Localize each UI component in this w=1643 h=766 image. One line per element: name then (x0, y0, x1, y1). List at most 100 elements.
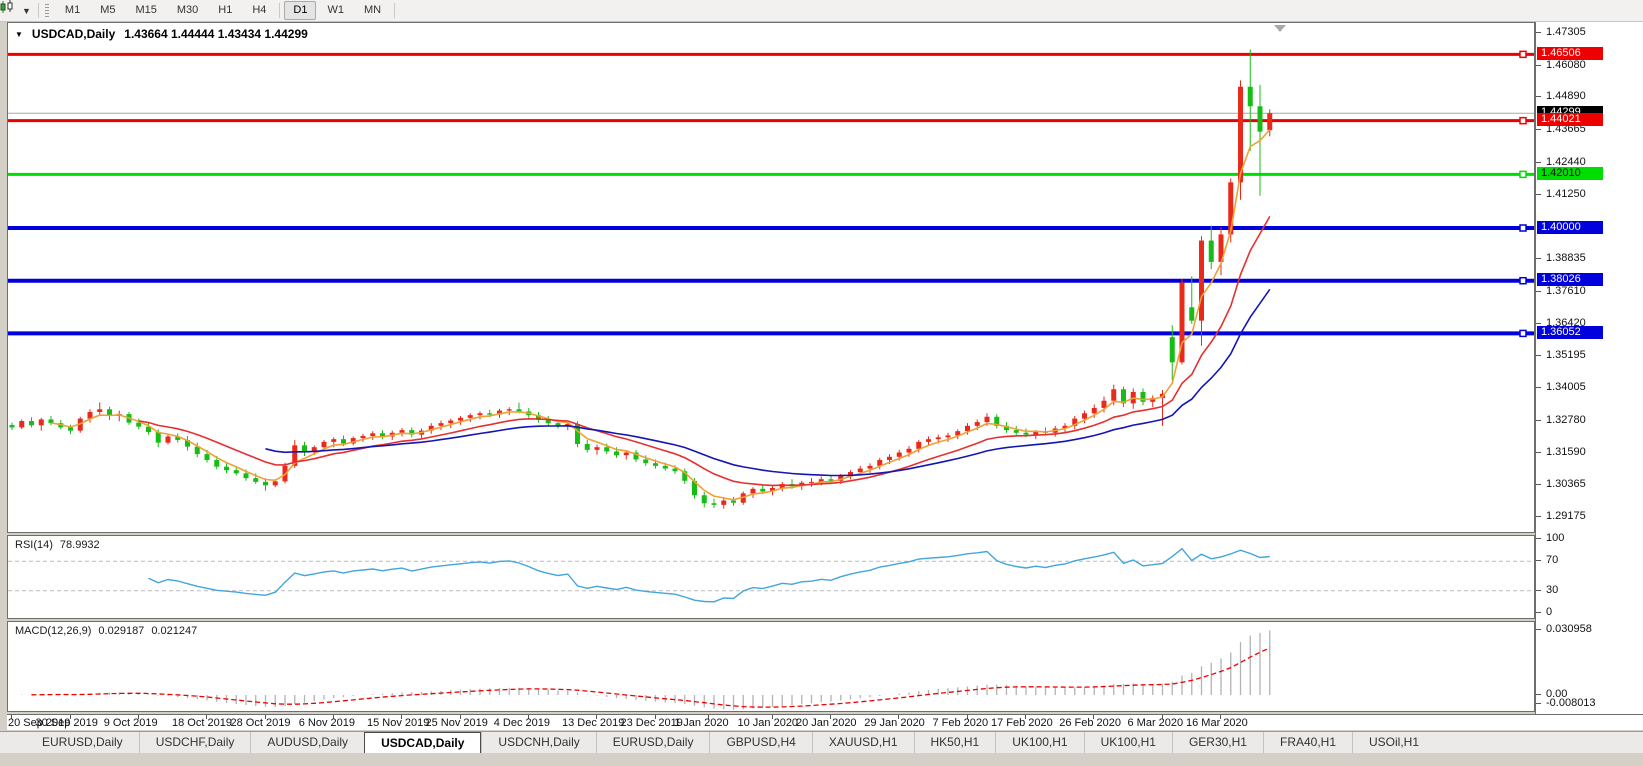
tab-AUDUSD-Daily[interactable]: AUDUSD,Daily (250, 732, 364, 753)
axis-tick (1536, 64, 1541, 66)
chart-shift-marker-icon[interactable] (1274, 25, 1286, 32)
price-level-badge[interactable]: 1.36052 (1537, 325, 1603, 339)
line-handle[interactable] (1519, 170, 1527, 179)
line-handle[interactable] (1519, 50, 1527, 59)
tab-UK100-H1[interactable]: UK100,H1 (995, 732, 1083, 753)
price-level-badge[interactable]: 1.46506 (1537, 46, 1603, 60)
price-tick-label: 1.42440 (1546, 155, 1586, 168)
toolbar-separator (279, 3, 281, 18)
date-tick (332, 715, 334, 719)
tab-UK100-H1[interactable]: UK100,H1 (1083, 732, 1172, 753)
price-level-badge[interactable]: 1.44021 (1537, 113, 1603, 127)
date-tick (69, 715, 71, 719)
toolbar-separator (394, 3, 396, 18)
date-label: 30 Sep 2019 (35, 717, 98, 729)
line-handle[interactable] (1519, 224, 1527, 232)
timeframe-button-H1[interactable]: H1 (218, 4, 233, 16)
rsi-tick-label: 100 (1546, 532, 1565, 544)
tab-USDCAD-Daily[interactable]: USDCAD,Daily (364, 732, 482, 753)
tab-XAUUSD-H1[interactable]: XAUUSD,H1 (811, 732, 914, 753)
line-handle[interactable] (1519, 276, 1527, 285)
chart-ohlc-values: 1.43664 1.44444 1.43434 1.44299 (124, 27, 308, 41)
price-tick-label: 1.47305 (1546, 26, 1586, 38)
rsi-panel[interactable]: RSI(14) 78.9932 (7, 535, 1535, 619)
tab-USDCNH-Daily[interactable]: USDCNH,Daily (481, 732, 595, 753)
date-tick (830, 715, 831, 719)
timeframe-button-M1[interactable]: M1 (64, 4, 81, 16)
toolbar: ▼ M1 M5 M15 M30 H1 H4 D1 W1 MN (0, 0, 1643, 22)
axis-tick (1536, 419, 1541, 421)
axis-tick (1536, 322, 1541, 324)
tab-EURUSD-Daily[interactable]: EURUSD,Daily (595, 732, 710, 753)
axis-tick (1536, 161, 1541, 163)
toolbar-separator (37, 3, 39, 18)
horizontal-lines[interactable] (8, 52, 1534, 336)
price-tick-label: 1.36420 (1546, 316, 1586, 329)
price-level-badge[interactable]: 1.38026 (1537, 273, 1603, 287)
toolbar-drag-handle[interactable] (44, 3, 49, 18)
date-label: 20 Jan 2020 (796, 717, 857, 729)
chart-symbol: USDCAD,Daily (31, 27, 116, 41)
tab-FRA40-H1[interactable]: FRA40,H1 (1262, 732, 1352, 753)
date-label: 26 Feb 2020 (1059, 717, 1122, 729)
timeframe-button-M5[interactable]: M5 (100, 4, 116, 16)
axis-tick (1536, 451, 1541, 453)
date-tick (459, 715, 461, 719)
timeframe-button-D1[interactable]: D1 (284, 1, 317, 20)
line-handle[interactable] (1519, 329, 1527, 338)
candles-layer[interactable] (9, 49, 1273, 509)
price-tick-label: 1.35195 (1546, 349, 1586, 362)
main-chart-panel[interactable]: ▼ USDCAD,Daily 1.43664 1.44444 1.43434 1… (7, 22, 1535, 533)
axis-tick (1536, 193, 1541, 195)
timeframe-button-W1[interactable]: W1 (327, 4, 344, 16)
axis-tick (1536, 629, 1541, 630)
axis-tick (1536, 387, 1541, 389)
axis-tick (1536, 703, 1541, 704)
macd-chart[interactable] (8, 622, 1534, 711)
axis-tick (1536, 484, 1541, 486)
macd-tick-label: 0.030958 (1546, 623, 1592, 635)
price-level-badge[interactable]: 1.40000 (1537, 220, 1603, 234)
timeframe-button-H4[interactable]: H4 (252, 4, 267, 16)
price-tick-label: 1.34005 (1546, 381, 1586, 394)
price-level-badge[interactable]: 1.42010 (1537, 166, 1603, 180)
date-tick (264, 715, 266, 719)
date-tick (1220, 715, 1221, 719)
tab-EURUSD-Daily[interactable]: EURUSD,Daily (42, 735, 123, 749)
date-label: 1 Jan 2020 (674, 717, 729, 729)
date-label: 7 Feb 2020 (932, 717, 989, 729)
moving-averages (50, 129, 1271, 501)
axis-tick (1536, 694, 1541, 695)
macd-panel[interactable]: MACD(12,26,9) 0.029187 0.021247 (7, 621, 1535, 712)
macd-signal-line (31, 647, 1271, 708)
price-tick-label: 1.46080 (1546, 58, 1586, 71)
tab-GER30-H1[interactable]: GER30,H1 (1171, 732, 1263, 753)
bottom-strip (0, 753, 1643, 766)
tab-USOil-H1[interactable]: USOil,H1 (1352, 732, 1435, 753)
date-label: 23 Dec 2019 (620, 717, 683, 729)
date-tick (708, 715, 710, 719)
line-handle[interactable] (1519, 116, 1527, 125)
main-chart[interactable] (8, 23, 1534, 532)
date-tick (771, 715, 773, 719)
macd-signal-value: 0.021247 (151, 625, 198, 637)
rsi-line (148, 547, 1270, 603)
timeframe-button-M15[interactable]: M15 (135, 4, 157, 16)
tab-USDCHF-Daily[interactable]: USDCHF,Daily (138, 732, 251, 753)
axis-tick (1536, 32, 1541, 33)
timeframe-button-M30[interactable]: M30 (176, 4, 199, 16)
rsi-value: 78.9932 (59, 539, 100, 551)
chart-type-icon[interactable] (0, 0, 21, 19)
chevron-down-icon[interactable]: ▼ (22, 5, 31, 16)
date-label: 28 Oct 2019 (230, 717, 291, 729)
price-axis[interactable]: 1.47305 1.46080 1.44890 1.43665 1.42440 1.412… (1535, 22, 1643, 714)
date-axis[interactable]: 20 Sep 2019 30 Sep 2019 9 Oct 2019 18 Oct 2… (7, 714, 1643, 730)
collapse-triangle-icon[interactable]: ▼ (15, 29, 23, 39)
date-label: 25 Nov 2019 (425, 717, 488, 729)
timeframe-button-MN[interactable]: MN (363, 4, 382, 16)
rsi-chart[interactable] (8, 536, 1534, 618)
date-tick (1161, 715, 1163, 719)
chart-title: ▼ USDCAD,Daily 1.43664 1.44444 1.43434 1… (15, 27, 308, 41)
tab-GBPUSD-H4[interactable]: GBPUSD,H4 (709, 732, 811, 753)
tab-HK50-H1[interactable]: HK50,H1 (913, 732, 996, 753)
